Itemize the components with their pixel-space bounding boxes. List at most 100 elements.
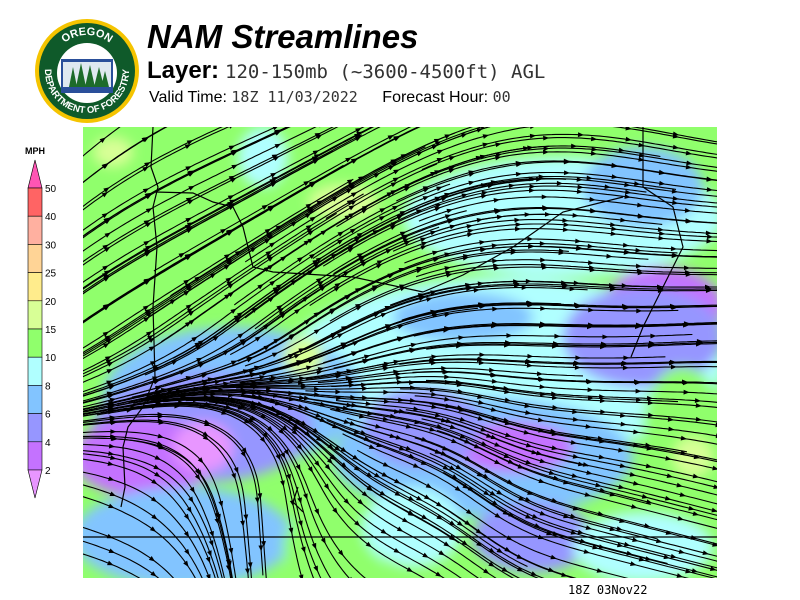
streamline <box>83 307 478 411</box>
streamline-arrow <box>709 566 717 572</box>
streamline-arrow <box>348 183 355 189</box>
streamline-arrow <box>443 541 450 547</box>
streamline-arrow <box>313 565 318 572</box>
streamline-arrow <box>490 180 498 185</box>
streamline-arrow <box>354 520 361 527</box>
streamline-arrow <box>548 470 556 475</box>
streamline-arrow <box>346 179 354 185</box>
streamline-arrow <box>379 490 386 496</box>
streamline <box>312 171 717 259</box>
streamline-arrow <box>438 550 445 556</box>
streamline-arrow <box>144 251 151 257</box>
streamline-arrow <box>303 395 311 401</box>
streamline-arrow <box>394 478 401 484</box>
streamline-arrow <box>102 342 110 349</box>
streamline-arrow <box>303 493 308 500</box>
streamline-arrow <box>609 526 616 532</box>
streamline-arrow <box>672 195 679 201</box>
streamline-arrow <box>202 381 210 387</box>
streamline-arrow <box>479 352 486 358</box>
streamline <box>333 207 717 275</box>
streamline-arrow <box>569 513 577 519</box>
streamline-arrow <box>315 134 323 140</box>
streamline-arrow <box>531 513 539 519</box>
streamline-arrow <box>434 170 441 175</box>
streamline-arrow <box>478 399 485 405</box>
streamline-arrow <box>304 430 311 437</box>
streamline-arrow <box>408 453 415 458</box>
streamline-arrow <box>345 188 353 194</box>
streamline-arrow <box>194 468 201 475</box>
streamline-arrow <box>635 388 642 394</box>
streamline-arrow <box>561 284 568 290</box>
streamline-arrow <box>334 372 342 378</box>
streamline-arrow <box>477 357 484 363</box>
streamline-arrow <box>145 331 153 337</box>
streamline-arrow <box>178 252 185 258</box>
streamline-arrow <box>572 505 580 511</box>
streamline <box>83 179 534 397</box>
streamline-arrow <box>688 505 695 511</box>
streamline-arrow <box>366 485 373 491</box>
streamline-arrow <box>561 572 568 577</box>
streamline <box>421 137 717 171</box>
streamline-arrow <box>102 244 109 250</box>
streamline-arrow <box>600 344 607 350</box>
streamline-arrow <box>228 547 234 555</box>
streamline-arrow <box>679 492 686 497</box>
streamline-arrow <box>102 265 109 271</box>
streamline-arrow <box>668 360 675 366</box>
streamline <box>83 286 588 410</box>
streamline <box>83 127 167 184</box>
streamline-arrow <box>110 455 117 460</box>
streamline-arrow <box>240 451 246 458</box>
streamline-arrow <box>669 303 676 309</box>
streamline-arrow <box>278 428 285 435</box>
streamline-arrow <box>184 144 192 150</box>
streamline-arrow <box>625 127 630 129</box>
streamline-arrow <box>390 160 397 166</box>
streamline-arrow <box>625 127 632 131</box>
streamline-arrow <box>203 385 210 391</box>
streamline-arrow <box>145 222 152 228</box>
streamline-arrow <box>265 250 272 257</box>
streamline-arrow <box>634 181 641 186</box>
streamline <box>331 381 717 408</box>
colorbar-tick-label: 40 <box>45 212 57 223</box>
streamline-arrow <box>515 171 523 177</box>
streamline-arrow <box>539 384 546 390</box>
streamline-arrow <box>309 216 317 222</box>
streamline-arrow <box>251 380 258 386</box>
valid-time-value: 18Z 11/03/2022 <box>231 88 358 106</box>
streamline-arrow <box>489 367 496 373</box>
streamline-arrow <box>175 402 182 408</box>
streamline-arrow <box>550 428 557 434</box>
streamline-arrow <box>360 430 367 435</box>
streamline-arrow <box>587 260 595 266</box>
streamline-arrow <box>315 277 323 284</box>
streamline-arrow <box>393 369 400 375</box>
streamline-arrow <box>504 340 512 345</box>
streamline-arrow <box>313 312 320 318</box>
streamline-arrow <box>483 568 490 574</box>
colorbar-swatch <box>27 385 43 414</box>
streamline-arrow <box>638 142 645 148</box>
streamline-arrow <box>305 224 313 231</box>
streamline-arrow <box>304 213 312 219</box>
streamline-arrow <box>259 436 266 443</box>
streamline-arrow <box>444 312 451 318</box>
streamline-arrow <box>202 372 209 378</box>
streamline-arrow <box>587 243 594 249</box>
streamline-arrow <box>695 341 702 347</box>
streamline <box>415 259 717 278</box>
streamline-arrow <box>101 212 109 219</box>
streamline-arrow <box>553 475 560 481</box>
colorbar-unit: MPH <box>25 146 45 156</box>
streamline-arrow <box>107 383 115 388</box>
streamline-arrow <box>527 490 534 495</box>
streamline-arrow <box>582 462 590 467</box>
streamline-arrow <box>183 290 190 296</box>
streamline-arrow <box>525 410 532 415</box>
streamline-arrow <box>329 307 337 314</box>
streamline-arrow <box>109 415 116 421</box>
